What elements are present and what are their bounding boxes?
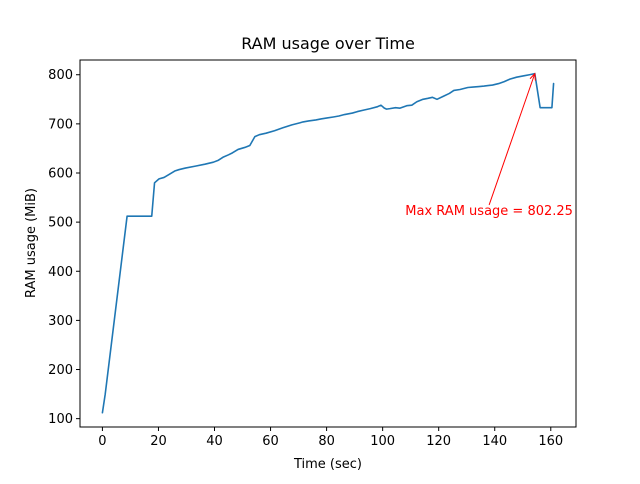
y-tick-label: 400: [48, 265, 73, 280]
x-tick-label: 140: [482, 434, 507, 449]
x-tick-label: 80: [318, 434, 335, 449]
x-tick-label: 60: [262, 434, 279, 449]
x-tick-label: 0: [98, 434, 106, 449]
x-axis-label: Time (sec): [293, 457, 362, 472]
chart-title: RAM usage over Time: [241, 34, 415, 53]
y-axis-label: RAM usage (MiB): [24, 188, 39, 298]
plot-area: 0 20 40 60 80 100 120 140 160 100 200 300 400 500 600 7…: [48, 59, 577, 449]
annotation-arrow-line: [488, 73, 536, 206]
y-tick-label: 800: [48, 68, 73, 83]
y-tick-label: 600: [48, 166, 73, 181]
x-tick-label: 20: [150, 434, 167, 449]
ram-usage-series-line: [101, 72, 555, 414]
x-tick-label: 120: [426, 434, 451, 449]
plot-frame: [79, 59, 577, 428]
y-tick-label: 700: [48, 117, 73, 132]
annotation-arrow-head: [529, 72, 536, 81]
y-tick-label: 100: [48, 412, 73, 427]
y-tick-label: 200: [48, 363, 73, 378]
x-tick-label: 40: [206, 434, 223, 449]
y-tick-label: 500: [48, 216, 73, 231]
x-tick-label: 160: [538, 434, 563, 449]
x-tick-label: 100: [370, 434, 395, 449]
y-tick-label: 300: [48, 314, 73, 329]
annotation-text: Max RAM usage = 802.25: [405, 204, 573, 219]
